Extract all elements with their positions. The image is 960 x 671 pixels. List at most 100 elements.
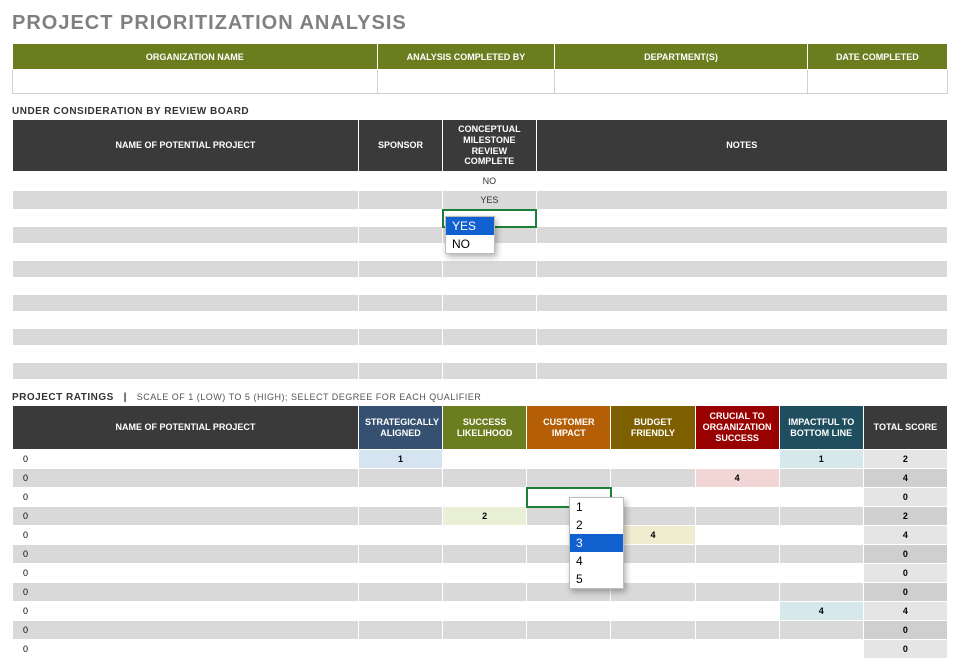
strategic-cell[interactable]: 1 [358, 450, 442, 469]
strategic-cell[interactable] [358, 640, 442, 659]
milestone-cell[interactable] [443, 363, 537, 380]
success-cell[interactable] [443, 545, 527, 564]
notes-cell[interactable] [536, 278, 947, 295]
customer-cell[interactable] [527, 450, 611, 469]
notes-cell[interactable] [536, 346, 947, 363]
success-cell[interactable] [443, 602, 527, 621]
project-name-cell[interactable] [13, 227, 359, 244]
dropdown-option[interactable]: 1 [570, 498, 623, 516]
notes-cell[interactable] [536, 244, 947, 261]
project-name-cell[interactable]: 0 [13, 526, 359, 545]
dropdown-option[interactable]: 2 [570, 516, 623, 534]
success-cell[interactable]: 2 [443, 507, 527, 526]
strategic-cell[interactable] [358, 507, 442, 526]
strategic-cell[interactable] [358, 469, 442, 488]
crucial-cell[interactable] [695, 621, 779, 640]
impact-cell[interactable] [779, 526, 863, 545]
notes-cell[interactable] [536, 210, 947, 227]
notes-cell[interactable] [536, 172, 947, 191]
impact-cell[interactable] [779, 583, 863, 602]
crucial-cell[interactable] [695, 526, 779, 545]
strategic-cell[interactable] [358, 526, 442, 545]
project-name-cell[interactable] [13, 191, 359, 210]
dropdown-option[interactable]: 5 [570, 570, 623, 588]
info-cell[interactable] [13, 70, 378, 94]
milestone-cell[interactable]: NO [443, 172, 537, 191]
budget-cell[interactable] [611, 450, 695, 469]
project-name-cell[interactable] [13, 261, 359, 278]
project-name-cell[interactable] [13, 346, 359, 363]
dropdown-option[interactable]: 4 [570, 552, 623, 570]
notes-cell[interactable] [536, 191, 947, 210]
dropdown-option[interactable]: 3 [570, 534, 623, 552]
impact-cell[interactable] [779, 621, 863, 640]
notes-cell[interactable] [536, 312, 947, 329]
rating-dropdown[interactable]: 12345 [569, 497, 624, 589]
milestone-cell[interactable]: YES [443, 191, 537, 210]
success-cell[interactable] [443, 621, 527, 640]
success-cell[interactable] [443, 450, 527, 469]
impact-cell[interactable] [779, 640, 863, 659]
milestone-cell[interactable] [443, 312, 537, 329]
dropdown-option[interactable]: NO [446, 235, 494, 253]
crucial-cell[interactable] [695, 564, 779, 583]
project-name-cell[interactable]: 0 [13, 583, 359, 602]
success-cell[interactable] [443, 526, 527, 545]
sponsor-cell[interactable] [358, 278, 442, 295]
project-name-cell[interactable] [13, 363, 359, 380]
milestone-cell[interactable] [443, 295, 537, 312]
sponsor-cell[interactable] [358, 329, 442, 346]
project-name-cell[interactable] [13, 210, 359, 227]
project-name-cell[interactable]: 0 [13, 564, 359, 583]
sponsor-cell[interactable] [358, 210, 442, 227]
info-cell[interactable] [807, 70, 947, 94]
notes-cell[interactable] [536, 295, 947, 312]
success-cell[interactable] [443, 564, 527, 583]
impact-cell[interactable] [779, 564, 863, 583]
sponsor-cell[interactable] [358, 261, 442, 278]
notes-cell[interactable] [536, 363, 947, 380]
notes-cell[interactable] [536, 329, 947, 346]
sponsor-cell[interactable] [358, 172, 442, 191]
success-cell[interactable] [443, 469, 527, 488]
budget-cell[interactable] [611, 469, 695, 488]
customer-cell[interactable] [527, 640, 611, 659]
budget-cell[interactable] [611, 640, 695, 659]
budget-cell[interactable] [611, 621, 695, 640]
crucial-cell[interactable] [695, 602, 779, 621]
strategic-cell[interactable] [358, 564, 442, 583]
impact-cell[interactable]: 4 [779, 602, 863, 621]
sponsor-cell[interactable] [358, 346, 442, 363]
notes-cell[interactable] [536, 261, 947, 278]
project-name-cell[interactable] [13, 329, 359, 346]
sponsor-cell[interactable] [358, 227, 442, 244]
info-cell[interactable] [555, 70, 807, 94]
customer-cell[interactable] [527, 469, 611, 488]
strategic-cell[interactable] [358, 545, 442, 564]
milestone-cell[interactable] [443, 261, 537, 278]
notes-cell[interactable] [536, 227, 947, 244]
success-cell[interactable] [443, 583, 527, 602]
milestone-cell[interactable] [443, 346, 537, 363]
milestone-dropdown[interactable]: YESNO [445, 216, 495, 254]
project-name-cell[interactable]: 0 [13, 602, 359, 621]
project-name-cell[interactable] [13, 312, 359, 329]
crucial-cell[interactable] [695, 640, 779, 659]
project-name-cell[interactable]: 0 [13, 507, 359, 526]
info-cell[interactable] [377, 70, 555, 94]
sponsor-cell[interactable] [358, 312, 442, 329]
impact-cell[interactable] [779, 488, 863, 507]
sponsor-cell[interactable] [358, 295, 442, 312]
project-name-cell[interactable]: 0 [13, 640, 359, 659]
crucial-cell[interactable] [695, 545, 779, 564]
customer-cell[interactable] [527, 621, 611, 640]
success-cell[interactable] [443, 640, 527, 659]
crucial-cell[interactable] [695, 583, 779, 602]
project-name-cell[interactable]: 0 [13, 469, 359, 488]
project-name-cell[interactable] [13, 172, 359, 191]
project-name-cell[interactable]: 0 [13, 621, 359, 640]
crucial-cell[interactable] [695, 507, 779, 526]
customer-cell[interactable] [527, 602, 611, 621]
strategic-cell[interactable] [358, 621, 442, 640]
sponsor-cell[interactable] [358, 244, 442, 261]
